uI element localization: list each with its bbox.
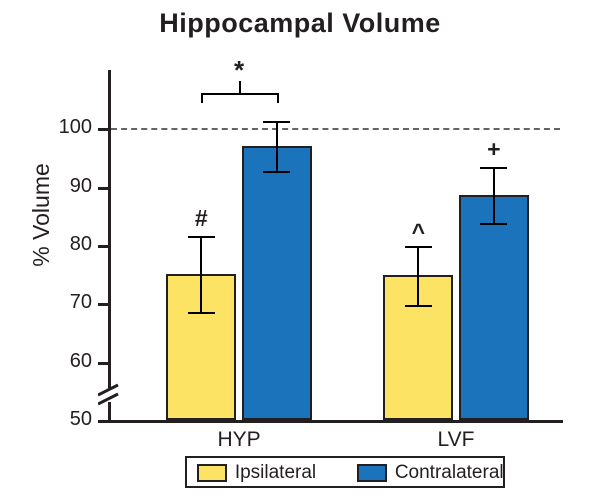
ytick-mark	[98, 303, 108, 306]
ytick-mark	[98, 362, 108, 365]
errorbar-cap-upper	[188, 236, 215, 238]
annotation-hash: #	[181, 207, 221, 230]
xtick-label-HYP: HYP	[189, 428, 289, 452]
xtick-label-LVF: LVF	[406, 428, 506, 452]
errorbar-stem	[276, 121, 278, 171]
legend-swatch-contra	[357, 464, 387, 482]
chart-title: Hippocampal Volume	[0, 8, 600, 39]
bar-LVF-contra	[459, 195, 529, 420]
ytick-label: 50	[0, 408, 92, 431]
errorbar-cap-upper	[480, 167, 507, 169]
sig-bracket-drop-right	[277, 93, 279, 103]
errorbar-cap-lower	[263, 171, 290, 173]
y-axis-label: % Volume	[28, 125, 55, 305]
legend-box: Ipsilateral Contralateral	[185, 456, 505, 488]
x-axis-line	[108, 420, 563, 423]
bar-HYP-contra	[242, 146, 312, 420]
errorbar-cap-lower	[405, 305, 432, 307]
ytick-mark	[98, 187, 108, 190]
ytick-mark	[98, 245, 108, 248]
sig-bracket-h	[201, 93, 276, 95]
axis-break-icon	[98, 383, 122, 413]
errorbar-stem	[417, 246, 419, 306]
errorbar-cap-lower	[480, 223, 507, 225]
legend-item-ipsi: Ipsilateral	[197, 464, 347, 482]
legend-item-contra: Contralateral	[357, 464, 507, 482]
annotation-plus: +	[474, 138, 514, 161]
ytick-mark	[98, 420, 108, 423]
errorbar-cap-lower	[188, 312, 215, 314]
legend-label-contra: Contralateral	[395, 462, 504, 484]
reference-line	[111, 128, 560, 130]
errorbar-cap-upper	[405, 246, 432, 248]
errorbar-cap-upper	[263, 121, 290, 123]
sig-bracket-drop-left	[201, 93, 203, 103]
errorbar-stem	[493, 167, 495, 223]
legend-label-ipsi: Ipsilateral	[235, 462, 316, 484]
errorbar-stem	[200, 236, 202, 312]
ytick-mark	[98, 128, 108, 131]
chart-root: Hippocampal Volume5060708090100% VolumeH…	[0, 0, 600, 502]
sig-star: *	[221, 57, 257, 83]
legend-swatch-ipsi	[197, 464, 227, 482]
annotation-caret: ^	[398, 221, 438, 244]
y-axis-line	[108, 70, 111, 420]
ytick-label: 60	[0, 350, 92, 373]
